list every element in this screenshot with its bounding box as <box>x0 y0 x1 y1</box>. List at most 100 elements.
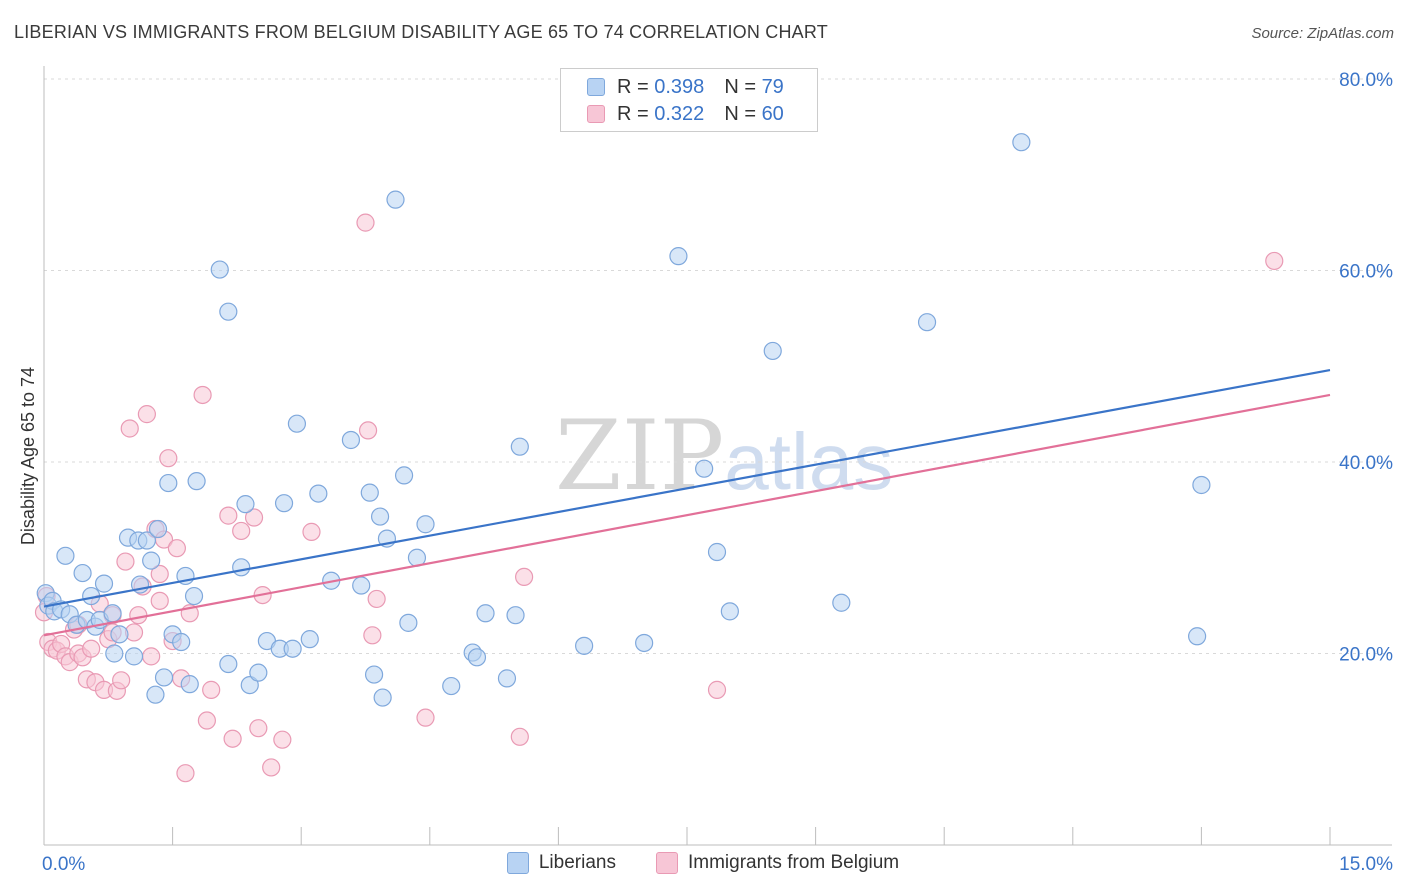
point-belgium <box>197 711 216 730</box>
y-tick-label: 40.0% <box>1339 453 1393 474</box>
point-liberians <box>287 414 307 433</box>
point-belgium <box>120 419 139 438</box>
point-liberians <box>416 515 435 534</box>
point-liberians <box>180 675 199 694</box>
point-belgium <box>358 421 378 440</box>
point-liberians <box>1188 627 1207 646</box>
point-belgium <box>150 564 169 584</box>
point-liberians <box>832 593 851 612</box>
legend-row-liberians: R = 0.398 N = 79 <box>587 75 784 99</box>
source-label: Source: ZipAtlas.com <box>1251 25 1394 42</box>
point-belgium <box>116 552 135 571</box>
point-belgium <box>262 758 281 777</box>
point-liberians <box>394 466 414 485</box>
point-liberians <box>467 648 487 667</box>
point-belgium <box>273 730 292 749</box>
legend-swatch-belgium <box>587 105 605 123</box>
trend-line-belgium <box>43 393 1331 637</box>
point-liberians <box>124 647 144 666</box>
point-liberians <box>159 473 178 493</box>
trend-lines <box>43 368 1331 637</box>
point-liberians <box>240 675 259 695</box>
point-liberians <box>373 688 392 707</box>
axes <box>43 66 1392 846</box>
legend-r-label: R = <box>617 102 649 125</box>
point-liberians <box>274 494 294 513</box>
point-belgium <box>82 639 101 658</box>
point-liberians <box>283 639 302 658</box>
point-liberians <box>184 586 204 606</box>
series-liberians <box>36 133 1211 707</box>
bottom-legend-label: Immigrants from Belgium <box>687 852 900 873</box>
point-belgium <box>232 521 251 541</box>
point-belgium <box>219 506 238 525</box>
y-tick-label: 60.0% <box>1339 262 1393 283</box>
point-liberians <box>219 302 238 321</box>
point-liberians <box>707 542 727 562</box>
point-belgium <box>223 729 242 748</box>
point-liberians <box>142 551 161 570</box>
point-liberians <box>103 604 122 623</box>
point-liberians <box>1012 133 1031 152</box>
point-liberians <box>506 606 525 625</box>
point-liberians <box>148 519 168 539</box>
point-liberians <box>635 633 654 653</box>
point-liberians <box>137 531 156 550</box>
point-liberians <box>497 669 517 688</box>
legend-row-belgium: R = 0.322 N = 60 <box>587 102 784 126</box>
legend: R = 0.398 N = 79 R = 0.322 N = 60 <box>560 68 818 132</box>
point-belgium <box>112 671 131 690</box>
x-tick-label: 15.0% <box>1339 854 1393 875</box>
legend-r-value: 0.398 <box>654 75 705 98</box>
point-liberians <box>249 663 268 682</box>
legend-n-label: N = <box>724 75 756 98</box>
chart-title: LIBERIAN VS IMMIGRANTS FROM BELGIUM DISA… <box>14 22 828 42</box>
point-liberians <box>94 574 114 593</box>
bottom-legend-liberians[interactable]: Liberians <box>506 852 616 874</box>
point-liberians <box>399 613 418 632</box>
legend-n-value: 79 <box>761 75 784 98</box>
point-liberians <box>236 495 255 514</box>
point-liberians <box>300 630 319 649</box>
legend-n-value: 60 <box>761 102 784 125</box>
point-belgium <box>363 626 382 645</box>
legend-r-label: R = <box>617 75 649 98</box>
point-liberians <box>476 604 495 623</box>
point-belgium <box>515 567 534 587</box>
legend-r-value: 0.322 <box>654 102 705 125</box>
tick-labels: 20.0% 40.0% 60.0% 80.0% 0.0% 15.0% <box>42 70 1393 875</box>
point-liberians <box>154 668 174 687</box>
point-liberians <box>73 563 92 583</box>
point-liberians <box>917 313 937 332</box>
point-belgium <box>416 708 435 727</box>
legend-swatch-liberians <box>587 78 605 96</box>
point-belgium <box>142 647 161 666</box>
point-liberians <box>360 483 379 502</box>
point-belgium <box>129 606 148 625</box>
bottom-legend-label: Liberians <box>538 852 616 873</box>
swatch-liberians <box>506 852 529 874</box>
point-liberians <box>695 459 714 478</box>
point-belgium <box>176 764 195 783</box>
point-liberians <box>110 625 129 644</box>
watermark-zip: ZIP <box>555 400 725 512</box>
point-liberians <box>146 685 165 704</box>
point-liberians <box>442 676 461 696</box>
point-belgium <box>356 213 375 232</box>
legend-n-label: N = <box>724 102 756 125</box>
point-belgium <box>707 680 727 699</box>
y-axis-label: Disability Age 65 to 74 <box>18 367 38 545</box>
trend-line-liberians <box>43 368 1331 608</box>
point-liberians <box>56 546 75 565</box>
swatch-belgium <box>655 852 678 874</box>
bottom-legend-belgium[interactable]: Immigrants from Belgium <box>655 852 900 874</box>
point-belgium <box>244 508 264 527</box>
point-liberians <box>172 632 191 652</box>
point-belgium <box>159 449 178 468</box>
y-tick-label: 20.0% <box>1339 645 1393 666</box>
point-liberians <box>669 247 688 266</box>
point-liberians <box>575 636 594 655</box>
point-liberians <box>370 507 390 526</box>
point-liberians <box>386 190 405 209</box>
